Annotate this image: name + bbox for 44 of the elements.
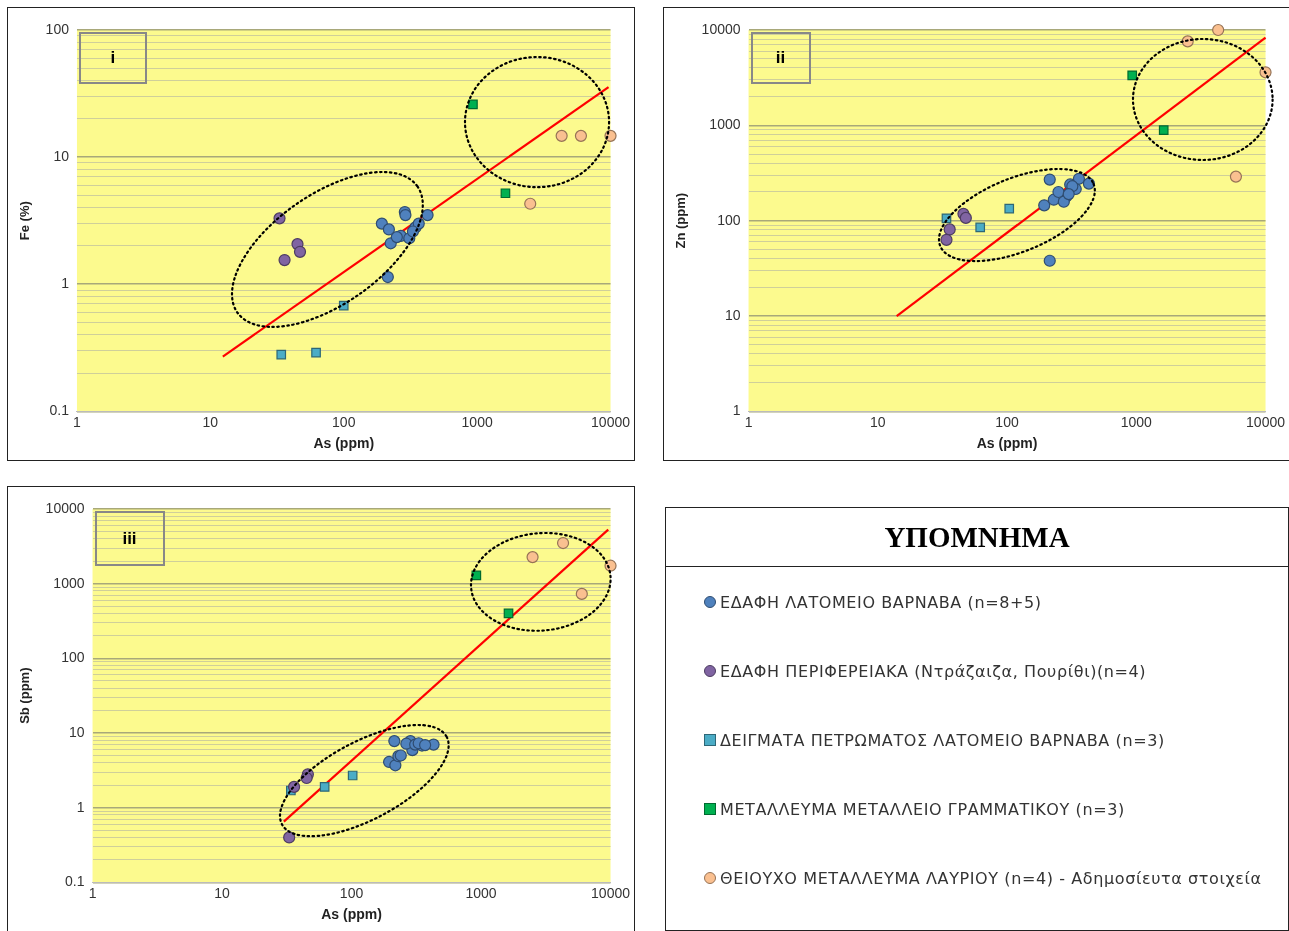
y-tick-label: 0.1 [65,873,85,890]
x-tick-label: 1000 [465,884,497,901]
legend-label: ΕΔΑΦΗ ΠΕΡΙΦΕΡΕΙΑΚΑ (Ντράζαιζα, Πουρίθι)(n=4) [720,662,1147,681]
x-tick-label: 10000 [1246,413,1286,430]
y-axis-title: Fe (%) [17,201,33,241]
y-tick-label: 0.1 [49,402,70,419]
y-tick-label: 10000 [701,20,741,37]
legend-label: ΕΔΑΦΗ ΛΑΤΟΜΕΙΟ ΒΑΡΝΑΒΑ (n=8+5) [720,593,1042,612]
y-tick-label: 10000 [45,499,85,516]
x-tick-label: 10 [869,413,886,430]
x-tick-label: 1000 [461,413,493,430]
y-tick-label: 100 [717,211,741,228]
x-tick-label: 100 [332,413,356,430]
x-axis-title: As (ppm) [976,435,1038,452]
x-tick-label: 100 [995,413,1019,430]
x-tick-label: 10 [214,884,231,901]
x-axis-title: As (ppm) [321,906,382,923]
x-tick-label: 10 [202,413,219,430]
x-tick-label: 1000 [1120,413,1153,430]
y-tick-label: 1 [732,402,741,419]
y-tick-label: 100 [45,20,70,37]
y-tick-label: 10 [724,306,741,323]
y-tick-label: 10 [53,147,70,164]
y-tick-label: 100 [61,649,85,666]
x-axis-title: As (ppm) [313,435,375,452]
x-tick-label: 1 [88,884,97,901]
annotation: ii [750,32,811,84]
y-tick-label: 1 [61,275,70,292]
x-tick-label: 10000 [591,413,631,430]
x-tick-label: 10000 [591,884,631,901]
legend-label: ΜΕΤΑΛΛΕΥΜΑ ΜΕΤΑΛΛΕΙΟ ΓΡΑΜΜΑΤΙΚΟΥ (n=3) [720,800,1125,819]
legend-label: ΔΕΙΓΜΑΤΑ ΠΕΤΡΩΜΑΤΟΣ ΛΑΤΟΜΕΙΟ ΒΑΡΝΑΒΑ (n=3) [720,731,1165,750]
legend-title: ΥΠΟΜΝΗΜΑ [666,508,1288,567]
x-tick-label: 100 [339,884,364,901]
y-tick-label: 1000 [53,574,85,591]
x-tick-label: 1 [744,413,753,430]
y-axis-title: Sb (ppm) [17,667,33,724]
y-axis-title: Zn (ppm) [673,192,689,249]
y-tick-label: 10 [68,723,85,740]
legend-label: ΘΕΙΟΥΧΟ ΜΕΤΑΛΛΕΥΜΑ ΛΑΥΡΙΟΥ (n=4) - Αδημοσίευτα στοιχεία [720,869,1262,888]
y-tick-label: 1000 [709,116,741,133]
y-tick-label: 1 [76,798,85,815]
annotation: i [78,32,147,84]
annotation: iii [94,511,165,566]
